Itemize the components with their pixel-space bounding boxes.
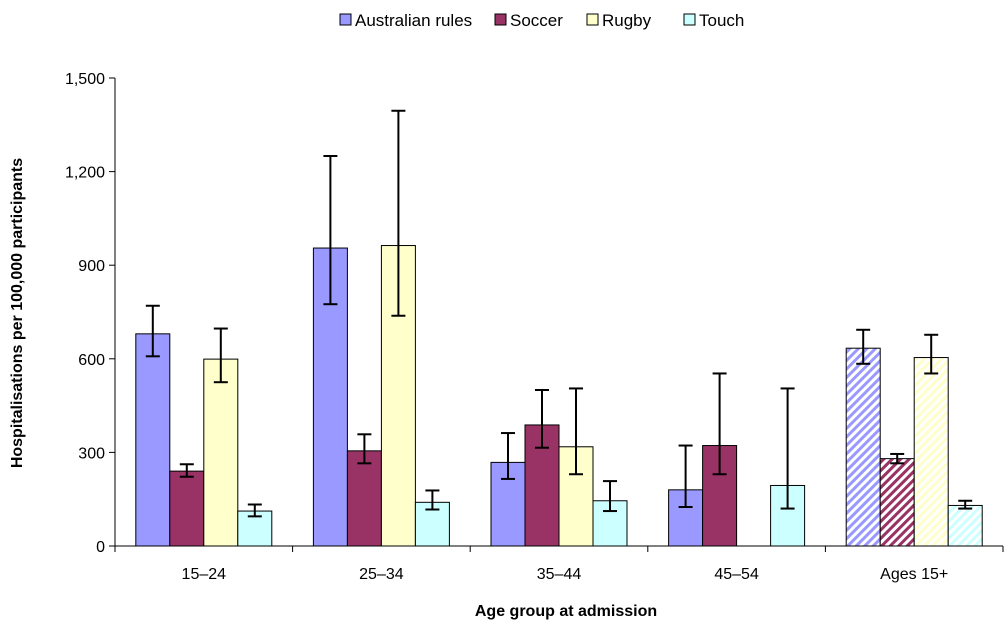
y-axis-title: Hospitalisations per 100,000 participant… — [9, 158, 26, 468]
y-axis: 0 300 600 900 1,200 1,500 — [65, 71, 116, 556]
error-bar — [323, 155, 338, 306]
error-bar — [569, 387, 583, 476]
y-tick-label: 1,500 — [65, 71, 105, 88]
bar — [845, 347, 881, 547]
legend-label: Australian rules — [355, 11, 472, 30]
error-bar — [603, 480, 617, 513]
bar — [879, 458, 915, 547]
legend-swatch — [494, 13, 507, 26]
legend-swatch — [339, 13, 352, 26]
legend-label: Touch — [699, 11, 744, 30]
error-bar — [357, 433, 372, 465]
legend-label: Rugby — [602, 11, 652, 30]
legend-swatch — [586, 13, 599, 26]
error-bar — [425, 489, 440, 511]
x-tick-label: 15–24 — [182, 566, 227, 583]
bar — [169, 470, 205, 547]
legend-label: Soccer — [510, 11, 563, 30]
legend-item: Touch — [683, 11, 744, 30]
bar — [346, 450, 382, 547]
error-bar — [924, 333, 939, 375]
y-tick-label: 300 — [78, 445, 105, 462]
bar — [135, 333, 171, 547]
bar — [947, 504, 983, 547]
bar — [913, 357, 949, 547]
y-tick-label: 0 — [96, 539, 105, 556]
x-tick-label: Ages 15+ — [880, 566, 948, 583]
error-bar — [535, 389, 549, 449]
error-bar — [780, 387, 795, 510]
error-bar — [856, 328, 871, 365]
x-axis: 15–24 25–34 35–44 45–54 Ages 15+ — [114, 545, 1004, 583]
error-bar — [678, 444, 693, 508]
legend: Australian rules Soccer Rugby Touch — [339, 11, 744, 30]
x-tick-label: 25–34 — [359, 566, 404, 583]
error-bar — [501, 432, 515, 480]
legend-swatch — [683, 13, 696, 26]
y-tick-label: 1,200 — [65, 165, 105, 182]
x-axis-title: Age group at admission — [475, 603, 657, 620]
plot-area — [135, 109, 983, 547]
x-tick-label: 45–54 — [714, 566, 759, 583]
error-bar — [958, 499, 973, 510]
error-bar — [179, 463, 194, 478]
legend-item: Australian rules — [339, 11, 472, 30]
error-bar — [145, 304, 160, 358]
error-bar — [391, 109, 406, 317]
y-tick-label: 600 — [78, 352, 105, 369]
y-tick-label: 900 — [78, 258, 105, 275]
x-tick-label: 35–44 — [537, 566, 582, 583]
legend-item: Soccer — [494, 11, 563, 30]
error-bar — [890, 452, 905, 465]
bar — [203, 358, 239, 547]
error-bar — [712, 372, 727, 476]
error-bar — [213, 327, 228, 384]
legend-item: Rugby — [586, 11, 652, 30]
error-bar — [247, 503, 262, 518]
